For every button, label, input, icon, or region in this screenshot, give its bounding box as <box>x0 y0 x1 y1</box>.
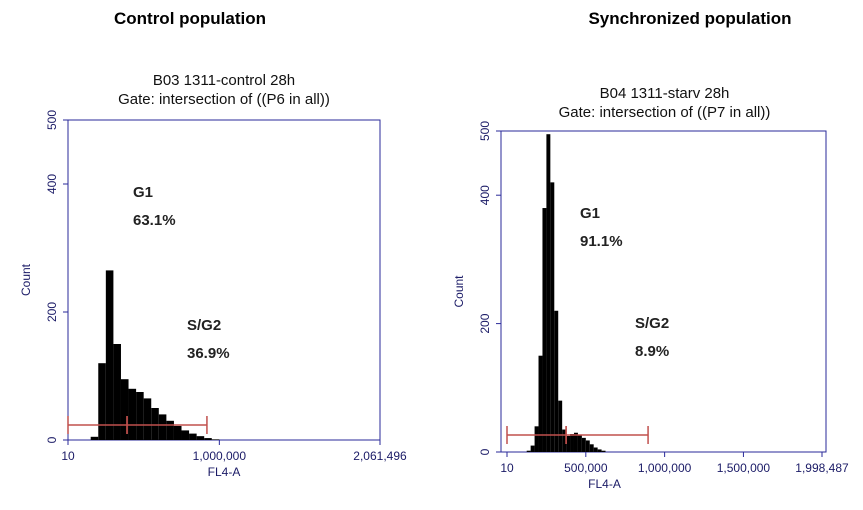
histogram-bar <box>538 355 543 452</box>
histogram-bar <box>550 182 555 453</box>
histogram-bar <box>143 398 152 440</box>
histogram-bar <box>562 429 567 452</box>
chart-subtitle: Gate: intersection of ((P6 in all)) <box>118 91 330 108</box>
y-tick-label: 500 <box>45 110 59 130</box>
gate-name: G1 <box>133 184 153 201</box>
plot-frame <box>67 119 381 441</box>
gate-name: S/G2 <box>187 317 221 334</box>
histogram-bar <box>558 400 563 452</box>
gate-name: S/G2 <box>635 315 669 332</box>
x-tick-label: 1,000,000 <box>193 449 247 463</box>
histogram-bar <box>105 270 114 440</box>
x-tick-label: 10 <box>500 461 514 475</box>
histogram-bar <box>585 440 590 452</box>
x-tick-label: 1,000,000 <box>638 461 692 475</box>
gate-name: G1 <box>580 205 600 222</box>
histogram-bar <box>211 439 220 440</box>
x-axis-label: FL4-A <box>208 465 241 479</box>
histogram-bar <box>530 445 535 452</box>
histogram-bar <box>90 436 99 440</box>
histogram-bar <box>166 420 174 440</box>
histogram-bar <box>204 438 212 440</box>
x-tick-label: 500,000 <box>564 461 608 475</box>
x-tick-label: 2,061,496 <box>353 449 407 463</box>
histogram-bar <box>573 432 578 452</box>
histogram-bar <box>120 379 129 440</box>
gate-share: 63.1% <box>133 212 176 229</box>
histogram-bar <box>181 430 190 440</box>
histogram-bar <box>526 450 531 452</box>
gate-share: 36.9% <box>187 345 230 362</box>
chart-title: B03 1311-control 28h <box>153 72 295 89</box>
x-tick-label: 1,998,487 <box>795 461 849 475</box>
y-tick-label: 0 <box>45 436 59 443</box>
y-tick-label: 400 <box>45 174 59 194</box>
panel-heading: Control population <box>114 9 266 28</box>
y-tick-label: 0 <box>478 448 492 455</box>
chart-title: B04 1311-starv 28h <box>600 85 730 102</box>
histogram-bar <box>601 450 606 452</box>
y-tick-label: 500 <box>478 121 492 141</box>
panel-heading: Synchronized population <box>588 9 791 28</box>
gate-share: 91.1% <box>580 233 623 250</box>
histogram-bar <box>554 310 559 452</box>
histogram-bar <box>581 437 586 452</box>
histogram-bar <box>534 426 539 452</box>
histogram-bar <box>136 392 144 440</box>
histogram-bar <box>158 414 167 440</box>
histogram-bar <box>113 344 121 440</box>
y-axis-label: Count <box>19 263 33 296</box>
y-tick-label: 200 <box>45 302 59 322</box>
histogram-bar <box>546 134 551 452</box>
histogram-bar <box>593 447 598 452</box>
histogram-bar <box>173 425 182 440</box>
x-axis-label: FL4-A <box>588 477 621 491</box>
histogram-bar <box>189 433 197 440</box>
y-tick-label: 200 <box>478 313 492 333</box>
plot-frame <box>500 130 827 453</box>
y-tick-label: 400 <box>478 185 492 205</box>
histogram-bar <box>570 434 574 452</box>
histogram-bar <box>589 444 594 452</box>
chart-subtitle: Gate: intersection of ((P7 in all)) <box>559 104 771 121</box>
histogram-bar <box>151 408 159 440</box>
histogram-bar <box>597 449 602 452</box>
histogram-bar <box>98 363 106 440</box>
y-axis-label: Count <box>452 275 466 308</box>
gate-share: 8.9% <box>635 343 669 360</box>
histogram-bar <box>542 208 547 452</box>
x-tick-label: 1,500,000 <box>717 461 771 475</box>
histogram-bar <box>577 434 582 452</box>
histogram-bar <box>128 388 137 440</box>
histogram-bar <box>196 436 205 440</box>
x-tick-label: 10 <box>61 449 75 463</box>
histogram-bar <box>566 435 571 452</box>
